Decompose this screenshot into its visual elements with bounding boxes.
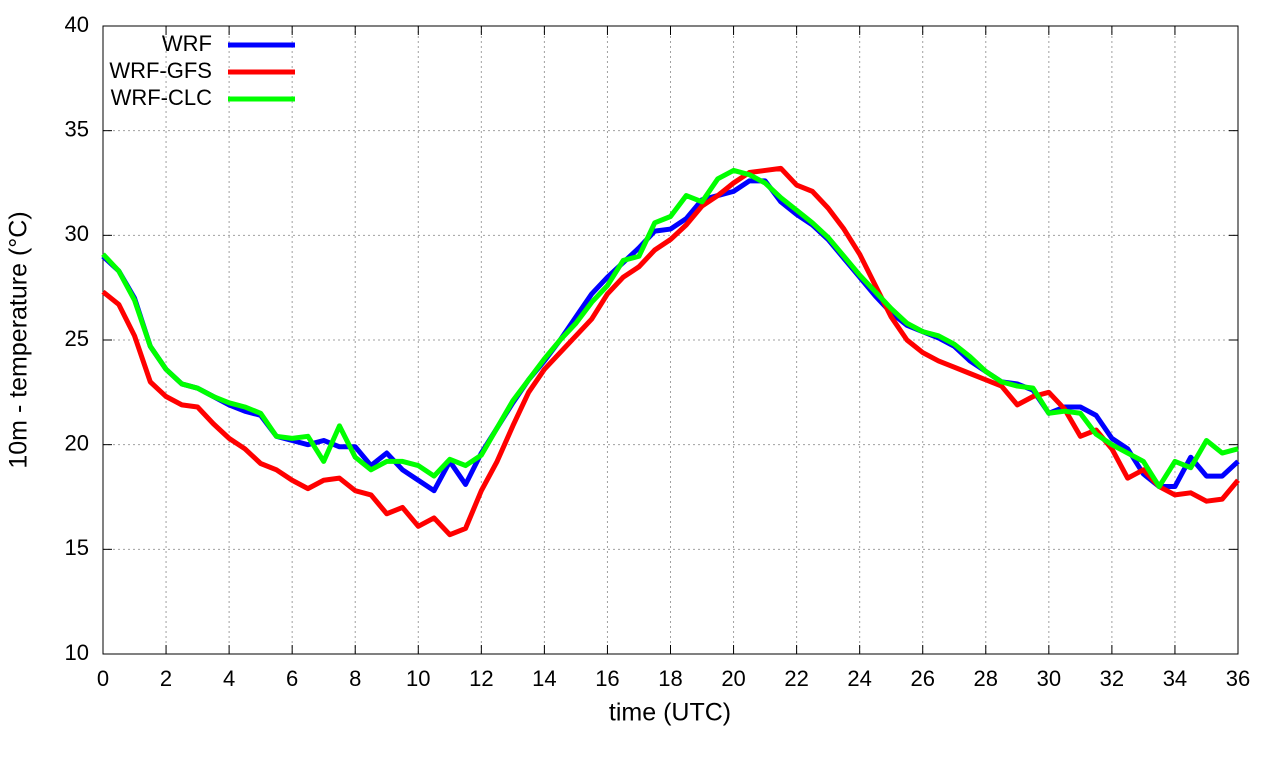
y-tick-label: 10 bbox=[65, 640, 89, 665]
y-tick-label: 35 bbox=[65, 116, 89, 141]
series-line bbox=[101, 165, 1240, 538]
legend-label: WRF-GFS bbox=[109, 58, 212, 83]
x-tick-label: 2 bbox=[160, 666, 172, 691]
x-tick-label: 14 bbox=[532, 666, 556, 691]
x-tick-label: 24 bbox=[847, 666, 871, 691]
x-tick-label: 16 bbox=[595, 666, 619, 691]
legend-label: WRF-CLC bbox=[111, 85, 213, 110]
y-axis-label: 10m - temperature (°C) bbox=[5, 211, 33, 468]
x-tick-label: 6 bbox=[286, 666, 298, 691]
x-tick-label: 4 bbox=[223, 666, 235, 691]
y-tick-label: 30 bbox=[65, 221, 89, 246]
y-tick-label: 25 bbox=[65, 326, 89, 351]
x-tick-label: 10 bbox=[406, 666, 430, 691]
x-tick-label: 28 bbox=[974, 666, 998, 691]
x-tick-label: 34 bbox=[1163, 666, 1187, 691]
x-tick-label: 20 bbox=[721, 666, 745, 691]
x-tick-label: 18 bbox=[658, 666, 682, 691]
x-tick-label: 0 bbox=[97, 666, 109, 691]
x-tick-label: 22 bbox=[784, 666, 808, 691]
x-tick-label: 12 bbox=[469, 666, 493, 691]
series-line bbox=[101, 167, 1239, 490]
x-tick-label: 8 bbox=[349, 666, 361, 691]
y-tick-label: 40 bbox=[65, 12, 89, 37]
plot-border bbox=[102, 25, 1239, 655]
y-tick-label: 20 bbox=[65, 430, 89, 455]
x-tick-label: 26 bbox=[910, 666, 934, 691]
x-tick-label: 36 bbox=[1226, 666, 1250, 691]
legend-label: WRF bbox=[162, 31, 212, 56]
x-tick-label: 32 bbox=[1100, 666, 1124, 691]
y-tick-label: 15 bbox=[65, 535, 89, 560]
x-tick-label: 30 bbox=[1037, 666, 1061, 691]
x-axis-label: time (UTC) bbox=[609, 699, 731, 727]
